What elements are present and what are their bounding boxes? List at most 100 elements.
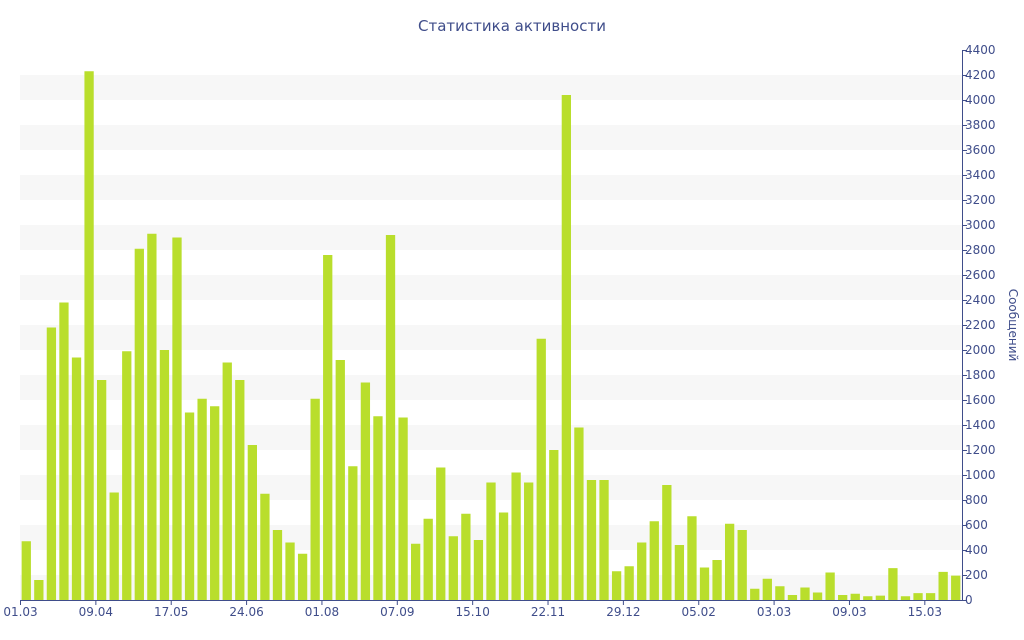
bar bbox=[172, 237, 182, 600]
y-tick-label: 1400 bbox=[965, 418, 996, 432]
x-tick-label: 24.06 bbox=[229, 605, 263, 619]
bar bbox=[59, 302, 69, 600]
x-tick-label: 01.03 bbox=[3, 605, 37, 619]
bar bbox=[448, 536, 458, 600]
bar bbox=[812, 592, 823, 600]
y-tick-label: 1200 bbox=[965, 443, 996, 457]
bar bbox=[247, 445, 257, 600]
bar bbox=[486, 482, 496, 600]
y-tick-label: 2000 bbox=[965, 343, 996, 357]
y-tick-label: 2800 bbox=[965, 243, 996, 257]
bar bbox=[423, 518, 433, 600]
bar bbox=[222, 362, 232, 600]
x-tick-label: 22.11 bbox=[531, 605, 565, 619]
bar bbox=[323, 255, 333, 600]
y-tick-label: 4400 bbox=[965, 43, 996, 57]
bar-series bbox=[21, 71, 961, 601]
grid-band bbox=[20, 75, 962, 100]
y-tick-label: 0 bbox=[965, 593, 973, 607]
bar bbox=[71, 357, 82, 600]
bar bbox=[235, 380, 245, 600]
bar bbox=[46, 327, 57, 600]
bar bbox=[134, 248, 144, 600]
y-axis-ticks: 0 200 400 600 800 1000 1200 1400 1600 1800 2000 220… bbox=[962, 43, 996, 607]
grid-band bbox=[20, 225, 962, 250]
y-tick-label: 400 bbox=[965, 543, 988, 557]
y-tick-label: 1600 bbox=[965, 393, 996, 407]
bar bbox=[436, 467, 446, 600]
bar bbox=[147, 233, 157, 600]
bar bbox=[109, 492, 119, 600]
y-tick-label: 3400 bbox=[965, 168, 996, 182]
bar bbox=[536, 338, 546, 600]
bar bbox=[624, 566, 634, 600]
chart-title: Статистика активности bbox=[418, 17, 606, 35]
x-tick-label: 03.03 bbox=[757, 605, 791, 619]
bar bbox=[122, 351, 132, 600]
bar bbox=[863, 596, 873, 600]
grid-band bbox=[20, 175, 962, 200]
bar bbox=[159, 350, 170, 600]
y-tick-label: 3800 bbox=[965, 118, 996, 132]
bar bbox=[197, 398, 207, 600]
grid-band bbox=[20, 125, 962, 150]
bar bbox=[762, 578, 772, 600]
x-tick-label: 17.05 bbox=[154, 605, 188, 619]
bar bbox=[461, 513, 471, 600]
bar bbox=[410, 543, 421, 600]
bar bbox=[96, 380, 107, 600]
bar bbox=[611, 571, 622, 600]
x-tick-label: 07.09 bbox=[380, 605, 414, 619]
bar bbox=[586, 480, 597, 600]
bar bbox=[649, 521, 659, 600]
x-tick-label: 15.03 bbox=[908, 605, 942, 619]
y-tick-label: 3600 bbox=[965, 143, 996, 157]
bar bbox=[637, 542, 647, 600]
y-tick-label: 2600 bbox=[965, 268, 996, 282]
y-tick-label: 1800 bbox=[965, 368, 996, 382]
x-tick-label: 01.08 bbox=[305, 605, 339, 619]
bar bbox=[310, 398, 320, 600]
bar bbox=[775, 586, 785, 600]
bar bbox=[210, 406, 220, 600]
x-tick-label: 09.04 bbox=[79, 605, 113, 619]
y-tick-label: 200 bbox=[965, 568, 988, 582]
y-tick-label: 3200 bbox=[965, 193, 996, 207]
x-axis-ticks: 01.03 09.04 17.05 24.06 01.08 07.09 15.10 22.11… bbox=[3, 600, 942, 619]
bar bbox=[184, 412, 195, 600]
bar bbox=[838, 595, 848, 600]
bar bbox=[888, 568, 898, 601]
y-tick-label: 2400 bbox=[965, 293, 996, 307]
x-tick-label: 09.03 bbox=[832, 605, 866, 619]
bar bbox=[561, 95, 571, 600]
bar bbox=[524, 482, 534, 600]
bar bbox=[724, 523, 735, 600]
bar bbox=[398, 417, 408, 600]
bar bbox=[850, 593, 860, 600]
bar bbox=[925, 593, 936, 601]
y-axis-label: Сообщений bbox=[1006, 289, 1020, 362]
y-tick-label: 4000 bbox=[965, 93, 996, 107]
y-tick-label: 800 bbox=[965, 493, 988, 507]
bar bbox=[599, 480, 609, 600]
bar bbox=[21, 541, 31, 600]
y-tick-label: 600 bbox=[965, 518, 988, 532]
bar bbox=[285, 542, 295, 600]
bar bbox=[737, 530, 747, 600]
bar bbox=[373, 416, 383, 600]
bar bbox=[34, 580, 44, 600]
bar bbox=[699, 567, 710, 600]
y-tick-label: 1000 bbox=[965, 468, 996, 482]
bar bbox=[360, 382, 371, 600]
bar bbox=[662, 485, 672, 600]
y-tick-label: 3000 bbox=[965, 218, 996, 232]
bar bbox=[272, 530, 283, 600]
x-tick-label: 29.12 bbox=[606, 605, 640, 619]
bar bbox=[549, 450, 559, 600]
bar bbox=[260, 493, 270, 600]
bar bbox=[574, 427, 584, 600]
x-tick-label: 05.02 bbox=[682, 605, 716, 619]
bar bbox=[511, 472, 521, 600]
bar bbox=[297, 553, 308, 600]
